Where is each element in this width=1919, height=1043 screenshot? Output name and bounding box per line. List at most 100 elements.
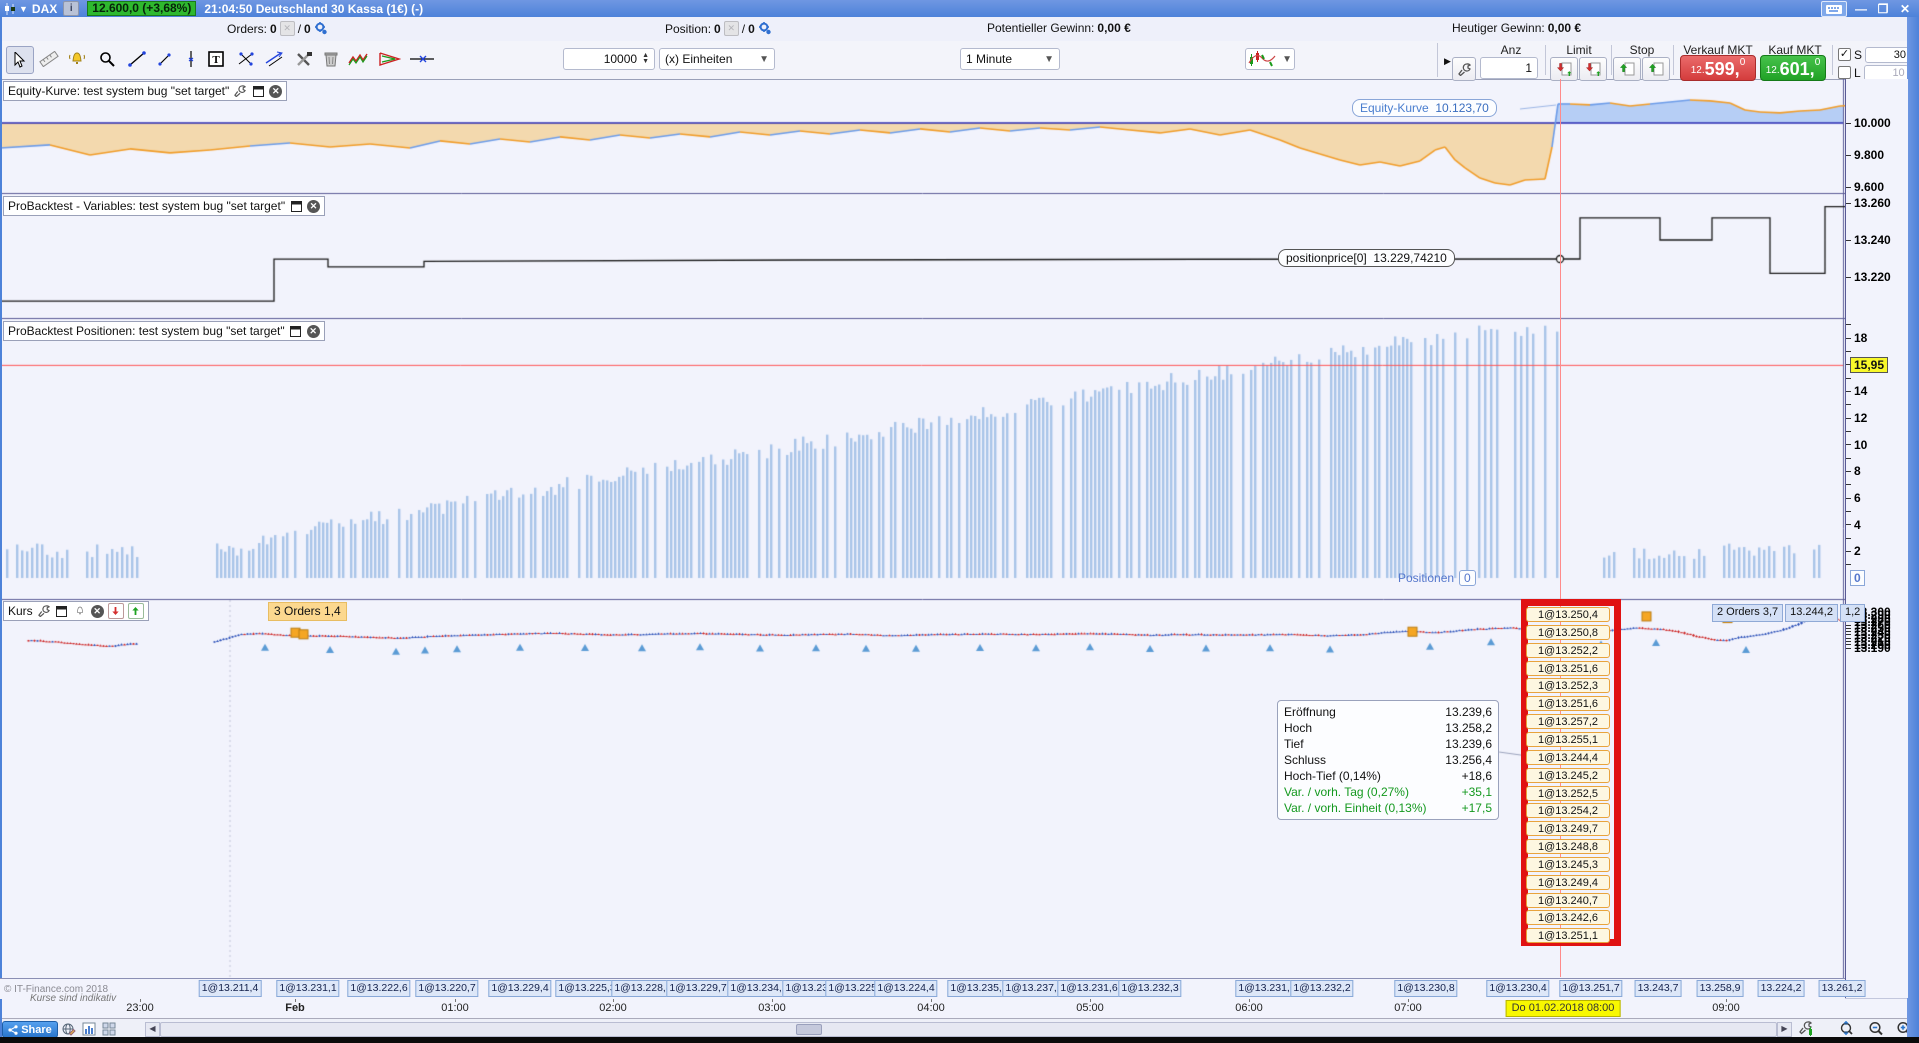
maximize-icon[interactable]	[251, 84, 265, 98]
chart-type-button[interactable]: ▼	[1245, 48, 1295, 70]
quantity-input[interactable]: 10000 ▲▼	[563, 48, 655, 70]
orders-right-badge: 13.244,2	[1785, 604, 1838, 622]
buy-market-button[interactable]: 12. 601, 0	[1760, 55, 1826, 81]
time-label: 02:00	[599, 1002, 627, 1014]
chart-settings-wrench-icon[interactable]	[1795, 1021, 1817, 1036]
orders-settings-gear-icon[interactable]	[314, 22, 328, 35]
positions-panel-title: ProBacktest Positionen: test system bug …	[3, 321, 325, 341]
text-tool-button[interactable]: T	[203, 46, 229, 72]
buy-limit-button[interactable]	[1579, 57, 1607, 81]
order-quantity-input[interactable]: 1	[1480, 57, 1538, 79]
time-axis[interactable]: 23:00Feb01:0002:0003:0004:0005:0006:0007…	[0, 998, 1919, 1019]
window-right-edge	[1907, 17, 1919, 1037]
axis-tick	[1846, 378, 1851, 379]
axis-tick	[1846, 431, 1851, 432]
sell-stop-button[interactable]	[1613, 57, 1641, 81]
buy-arrow-icon[interactable]	[128, 603, 144, 619]
stop-value-input[interactable]: 30	[1865, 47, 1910, 63]
potential-gain-value: 0,00 €	[1097, 21, 1130, 35]
close-button[interactable]: ✕	[1897, 2, 1913, 16]
pitchfork-tool-button[interactable]	[233, 46, 259, 72]
sell-market-button[interactable]: 12. 599, 0	[1680, 55, 1756, 81]
trade-price-label: 1@13.231,6	[1235, 980, 1298, 997]
quantity-stepper[interactable]: ▲▼	[642, 53, 649, 65]
close-icon[interactable]: ✕	[269, 85, 282, 98]
position-settings-gear-icon[interactable]	[758, 22, 772, 35]
pending-order-label: 1@13.244,4	[1526, 750, 1610, 765]
order-settings-wrench-button[interactable]	[1452, 57, 1476, 81]
trade-price-label: 1@13.234,2	[727, 980, 790, 997]
channel-tool-button[interactable]	[261, 46, 287, 72]
bottom-bar: Share ◀ ▶	[0, 1018, 1919, 1038]
buy-stop-button[interactable]	[1642, 57, 1670, 81]
tooltip-row: Tief13.239,6	[1284, 736, 1492, 752]
trade-price-label: 1@13.225,3	[555, 980, 618, 997]
scrollbar-thumb[interactable]	[796, 1024, 822, 1035]
tools-settings-button[interactable]	[291, 46, 317, 72]
wrench-icon[interactable]	[37, 604, 51, 618]
alarm-bell-icon[interactable]	[73, 604, 87, 618]
trade-price-label: 13.258,9	[1697, 980, 1744, 997]
orders-count-2: 0	[304, 22, 311, 36]
axis-tick	[1846, 638, 1851, 639]
price-axis[interactable]: 10.0009.8009.60013.26013.24013.220181412…	[1845, 79, 1908, 998]
scroll-right-button[interactable]: ▶	[1777, 1022, 1792, 1037]
time-label: Feb	[285, 1002, 305, 1014]
publish-globe-icon[interactable]	[60, 1021, 77, 1036]
maximize-icon[interactable]	[289, 199, 303, 213]
axis-tick	[1846, 471, 1851, 472]
wrench-icon[interactable]	[233, 84, 247, 98]
cursor-tool-button[interactable]	[6, 46, 34, 74]
timeframe-select[interactable]: 1 Minute▼	[960, 48, 1060, 70]
axis-tick	[1846, 641, 1851, 642]
chart-type-dropdown-arrow[interactable]: ▼	[1282, 54, 1292, 65]
stop-checkbox[interactable]: ✓	[1838, 48, 1851, 61]
restore-button[interactable]: ❐	[1875, 2, 1891, 16]
ruler-tool-button[interactable]	[36, 46, 62, 72]
units-select[interactable]: (x) Einheiten▼	[659, 48, 775, 70]
info-icon[interactable]: i	[63, 1, 79, 16]
segment-tool-button[interactable]	[152, 46, 178, 72]
tooltip-row: Eröffnung13.239,6	[1284, 704, 1492, 720]
order-panel-expander[interactable]: ▶	[1444, 56, 1451, 67]
trade-price-label: 1@13.232,2	[1290, 980, 1353, 997]
close-icon[interactable]: ✕	[91, 605, 104, 618]
maximize-icon[interactable]	[289, 324, 303, 338]
axis-tick	[1846, 498, 1851, 499]
scroll-left-button[interactable]: ◀	[145, 1022, 160, 1037]
trendline-tool-button[interactable]	[124, 46, 150, 72]
keyboard-icon[interactable]	[1821, 1, 1847, 17]
orders-cancel-icon[interactable]: ✕	[280, 21, 295, 36]
close-icon[interactable]: ✕	[307, 200, 320, 213]
trash-icon-button[interactable]	[318, 46, 344, 72]
sell-arrow-icon[interactable]	[108, 603, 124, 619]
zoom-out-icon[interactable]	[1864, 1021, 1888, 1036]
sell-limit-button[interactable]	[1550, 57, 1578, 81]
alarm-bell-tool-button[interactable]	[64, 46, 90, 72]
limit-checkbox[interactable]	[1838, 66, 1851, 79]
axis-label: 12	[1854, 411, 1867, 425]
axis-label: 8	[1854, 464, 1861, 478]
triangle-pattern-button[interactable]	[377, 46, 403, 72]
trade-price-label: 1@13.251,7	[1559, 980, 1622, 997]
pending-order-label: 1@13.252,5	[1526, 786, 1610, 801]
tooltip-row: Hoch13.258,2	[1284, 720, 1492, 736]
trade-price-label: 1@13.235,1	[947, 980, 1010, 997]
zoom-fit-icon[interactable]	[1835, 1021, 1859, 1036]
trade-price-label: 1@13.224,4	[874, 980, 937, 997]
maximize-icon[interactable]	[55, 604, 69, 618]
close-icon[interactable]: ✕	[307, 325, 320, 338]
horizontal-line-tool-button[interactable]	[409, 46, 435, 72]
share-button[interactable]: Share	[2, 1021, 58, 1038]
position-close-icon[interactable]: ✕	[724, 21, 739, 36]
symbol-dropdown-arrow[interactable]: ▼	[19, 4, 28, 14]
pending-order-label: 1@13.240,7	[1526, 893, 1610, 908]
trade-price-label: 13.243,7	[1635, 980, 1682, 997]
minimize-button[interactable]: —	[1853, 2, 1869, 16]
zoom-tool-button[interactable]	[94, 46, 120, 72]
vertical-line-tool-button[interactable]	[178, 46, 204, 72]
export-chart-icon[interactable]	[80, 1021, 97, 1036]
grid-view-icon[interactable]	[100, 1021, 117, 1036]
horizontal-scrollbar[interactable]	[160, 1022, 1777, 1037]
zigzag-pattern-button[interactable]	[345, 46, 371, 72]
